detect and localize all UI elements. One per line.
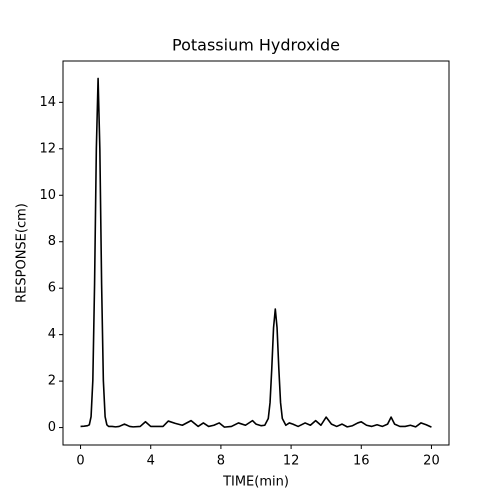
chart-title: Potassium Hydroxide xyxy=(172,36,340,55)
plot-frame xyxy=(62,60,450,446)
y-tick-label: 0 xyxy=(48,420,56,435)
y-tick-label: 2 xyxy=(48,374,56,389)
y-tick-label: 10 xyxy=(39,188,56,203)
x-tick-label: 0 xyxy=(76,454,84,469)
y-tick-label: 14 xyxy=(39,95,56,110)
x-tick-label: 12 xyxy=(283,454,300,469)
x-tick-label: 8 xyxy=(217,454,225,469)
y-tick-label: 6 xyxy=(48,281,56,296)
x-tick-label: 20 xyxy=(423,454,440,469)
y-tick-label: 8 xyxy=(48,234,56,249)
y-tick-label: 12 xyxy=(39,141,56,156)
y-axis-label: RESPONSE(cm) xyxy=(15,203,30,303)
y-tick-label: 4 xyxy=(48,327,56,342)
data-line xyxy=(80,77,432,428)
x-tick-label: 4 xyxy=(147,454,155,469)
x-tick-label: 16 xyxy=(353,454,370,469)
x-axis-label: TIME(min) xyxy=(222,475,289,490)
